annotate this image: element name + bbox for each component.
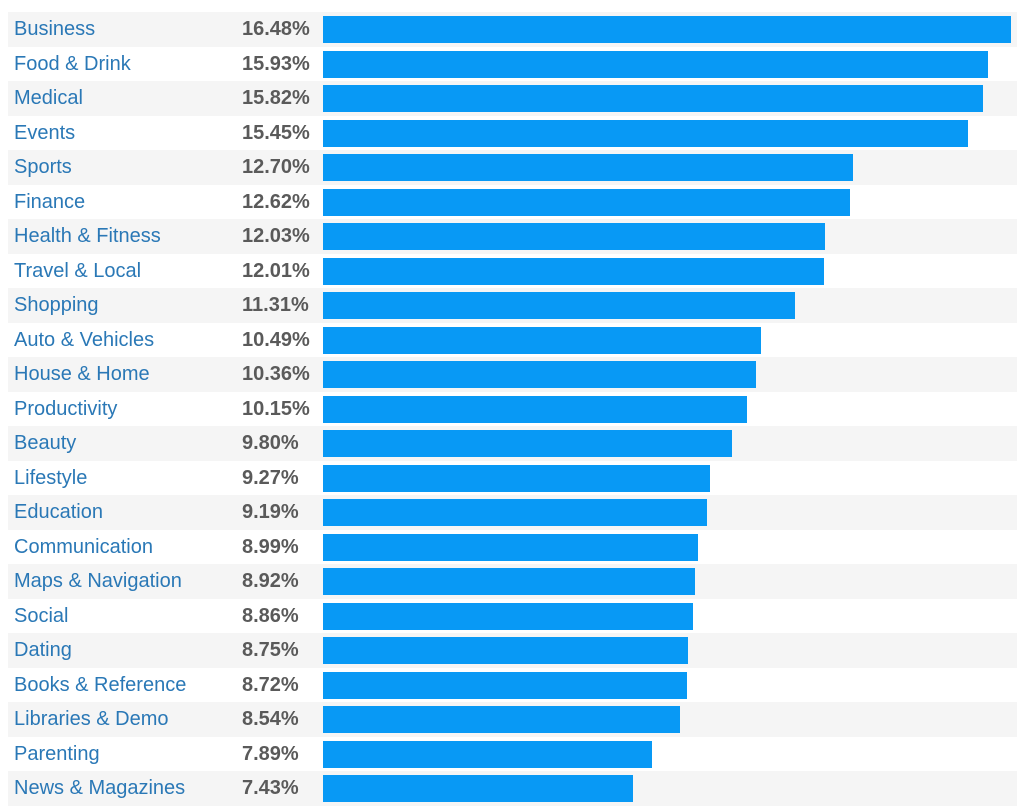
bar bbox=[323, 361, 756, 388]
category-label: Medical bbox=[14, 87, 83, 109]
bar bbox=[323, 499, 707, 526]
category-label: Shopping bbox=[14, 294, 99, 316]
value-label: 9.80% bbox=[242, 432, 299, 454]
bar bbox=[323, 50, 989, 78]
chart-row: Business 16.48% bbox=[8, 12, 1017, 47]
category-label: Health & Fitness bbox=[14, 225, 161, 247]
bar bbox=[323, 602, 693, 630]
value-label: 11.31% bbox=[242, 294, 309, 316]
chart-row: Lifestyle 9.27% bbox=[8, 461, 1017, 496]
value-label: 12.70% bbox=[242, 156, 310, 178]
category-label: Auto & Vehicles bbox=[14, 328, 155, 351]
chart-row: Sports 12.70% bbox=[8, 150, 1017, 185]
bar bbox=[323, 533, 699, 561]
value-label: 8.54% bbox=[242, 708, 299, 730]
bar bbox=[323, 85, 984, 112]
chart-row: Parenting 7.89% bbox=[8, 737, 1017, 772]
value-label: 15.93% bbox=[242, 52, 310, 75]
category-label: House & Home bbox=[14, 363, 150, 385]
category-label: Libraries & Demo bbox=[14, 708, 169, 730]
value-label: 15.82% bbox=[242, 87, 310, 109]
chart-row: Events 15.45% bbox=[8, 116, 1017, 151]
bar bbox=[323, 637, 689, 664]
bar bbox=[323, 119, 968, 147]
bar-chart: Business 16.48% Food & Drink 15.93% Medical 1… bbox=[8, 12, 1017, 806]
category-label: Communication bbox=[14, 535, 153, 558]
bar bbox=[323, 775, 634, 802]
chart-row: Shopping 11.31% bbox=[8, 288, 1017, 323]
value-label: 15.45% bbox=[242, 121, 310, 144]
value-label: 7.43% bbox=[242, 777, 299, 799]
value-label: 16.48% bbox=[242, 18, 310, 40]
value-label: 9.19% bbox=[242, 501, 299, 523]
bar bbox=[323, 706, 680, 733]
category-label: News & Magazines bbox=[14, 777, 186, 799]
bar bbox=[323, 671, 688, 699]
category-label: Dating bbox=[14, 639, 72, 661]
chart-row: Travel & Local 12.01% bbox=[8, 254, 1017, 289]
chart-row: Education 9.19% bbox=[8, 495, 1017, 530]
chart-row: Health & Fitness 12.03% bbox=[8, 219, 1017, 254]
category-label: Business bbox=[14, 18, 96, 40]
category-label: Maps & Navigation bbox=[14, 570, 182, 592]
chart-row: Communication 8.99% bbox=[8, 530, 1017, 565]
bar bbox=[323, 464, 710, 492]
chart-row: Food & Drink 15.93% bbox=[8, 47, 1017, 82]
bar bbox=[323, 188, 850, 216]
chart-row: Books & Reference 8.72% bbox=[8, 668, 1017, 703]
chart-row: Social 8.86% bbox=[8, 599, 1017, 634]
chart-row: Beauty 9.80% bbox=[8, 426, 1017, 461]
value-label: 9.27% bbox=[242, 466, 299, 489]
chart-row: Productivity 10.15% bbox=[8, 392, 1017, 427]
value-label: 12.62% bbox=[242, 190, 310, 213]
chart-row: Finance 12.62% bbox=[8, 185, 1017, 220]
chart-row: Dating 8.75% bbox=[8, 633, 1017, 668]
category-label: Books & Reference bbox=[14, 673, 187, 696]
value-label: 10.49% bbox=[242, 328, 310, 351]
category-label: Food & Drink bbox=[14, 52, 131, 75]
category-label: Finance bbox=[14, 190, 86, 213]
category-label: Beauty bbox=[14, 432, 77, 454]
category-label: Parenting bbox=[14, 742, 100, 765]
category-label: Social bbox=[14, 604, 69, 627]
bar bbox=[323, 154, 854, 181]
bar bbox=[323, 395, 747, 423]
bar bbox=[323, 740, 653, 768]
bar bbox=[323, 223, 826, 250]
value-label: 8.86% bbox=[242, 604, 299, 627]
chart-row: Medical 15.82% bbox=[8, 81, 1017, 116]
chart-row: News & Magazines 7.43% bbox=[8, 771, 1017, 806]
value-label: 7.89% bbox=[242, 742, 299, 765]
value-label: 8.92% bbox=[242, 570, 299, 592]
chart-row: Libraries & Demo 8.54% bbox=[8, 702, 1017, 737]
bar bbox=[323, 16, 1011, 43]
value-label: 10.15% bbox=[242, 397, 310, 420]
chart-row: Auto & Vehicles 10.49% bbox=[8, 323, 1017, 358]
category-label: Lifestyle bbox=[14, 466, 88, 489]
bar bbox=[323, 292, 796, 319]
value-label: 12.03% bbox=[242, 225, 310, 247]
value-label: 8.75% bbox=[242, 639, 299, 661]
category-label: Productivity bbox=[14, 397, 118, 420]
value-label: 8.99% bbox=[242, 535, 299, 558]
value-label: 10.36% bbox=[242, 363, 310, 385]
value-label: 8.72% bbox=[242, 673, 299, 696]
bar bbox=[323, 568, 696, 595]
bar bbox=[323, 326, 761, 354]
category-label: Events bbox=[14, 121, 76, 144]
chart-row: Maps & Navigation 8.92% bbox=[8, 564, 1017, 599]
bar bbox=[323, 430, 733, 457]
bar bbox=[323, 257, 825, 285]
category-label: Sports bbox=[14, 156, 72, 178]
value-label: 12.01% bbox=[242, 259, 310, 282]
category-label: Education bbox=[14, 501, 103, 523]
chart-row: House & Home 10.36% bbox=[8, 357, 1017, 392]
category-label: Travel & Local bbox=[14, 259, 142, 282]
